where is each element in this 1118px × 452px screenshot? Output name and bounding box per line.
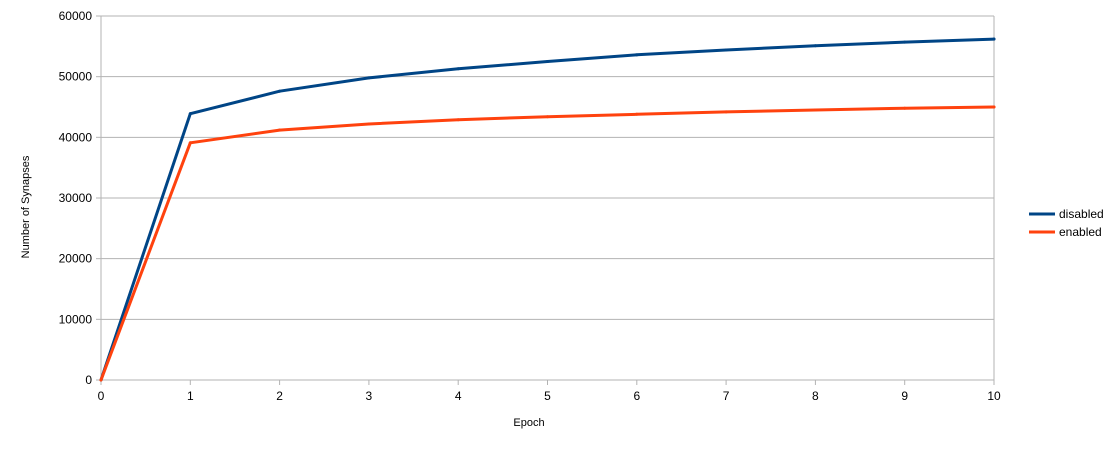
x-tick-label: 3 bbox=[366, 389, 373, 403]
x-tick-label: 6 bbox=[633, 389, 640, 403]
x-tick-label: 5 bbox=[544, 389, 551, 403]
data-point-enabled bbox=[992, 105, 996, 109]
x-tick-label: 8 bbox=[812, 389, 819, 403]
data-point-enabled bbox=[367, 122, 371, 126]
series-line-enabled bbox=[99, 105, 996, 382]
y-tick-label: 20000 bbox=[59, 252, 93, 266]
y-tick-label: 60000 bbox=[59, 9, 93, 23]
axes bbox=[96, 15, 995, 385]
x-tick-label: 1 bbox=[187, 389, 194, 403]
x-tick-label: 0 bbox=[98, 389, 105, 403]
data-point-disabled bbox=[546, 60, 549, 63]
y-tick-label: 10000 bbox=[59, 312, 93, 326]
legend-label-disabled: disabled bbox=[1059, 207, 1104, 221]
x-tick-label: 9 bbox=[901, 389, 908, 403]
data-point-disabled bbox=[367, 76, 371, 80]
grid-lines bbox=[101, 15, 994, 381]
data-point-enabled bbox=[813, 108, 817, 112]
x-tick-label: 7 bbox=[723, 389, 730, 403]
y-axis-title: Number of Synapses bbox=[20, 155, 32, 258]
x-tick-label: 2 bbox=[276, 389, 283, 403]
data-point-enabled bbox=[546, 115, 549, 119]
data-point-disabled bbox=[278, 89, 282, 93]
data-point-disabled bbox=[903, 40, 907, 44]
data-point-disabled bbox=[635, 53, 639, 57]
data-point-enabled bbox=[188, 141, 192, 145]
tick-labels: 0 10000 20000 30000 40000 50000 60000 0 1 2 3 4 5 6 7 8… bbox=[59, 9, 1001, 403]
data-point-enabled bbox=[903, 106, 907, 110]
data-point-enabled bbox=[99, 378, 103, 382]
data-point-enabled bbox=[456, 118, 460, 122]
data-point-enabled bbox=[278, 128, 282, 132]
y-tick-label: 30000 bbox=[59, 191, 93, 205]
y-tick-label: 0 bbox=[85, 373, 92, 387]
data-point-disabled bbox=[724, 48, 728, 52]
y-tick-label: 50000 bbox=[59, 70, 93, 84]
x-axis-title: Epoch bbox=[513, 417, 544, 429]
legend: disabled enabled bbox=[1029, 207, 1104, 239]
data-point-enabled bbox=[724, 110, 728, 114]
x-tick-label: 4 bbox=[455, 389, 462, 403]
series-line-disabled bbox=[99, 37, 996, 382]
data-point-disabled bbox=[188, 112, 192, 116]
series-lines bbox=[99, 37, 996, 382]
legend-label-enabled: enabled bbox=[1059, 225, 1102, 239]
x-tick-label: 10 bbox=[987, 389, 1001, 403]
data-point-disabled bbox=[813, 44, 817, 48]
y-tick-label: 40000 bbox=[59, 130, 93, 144]
data-point-disabled bbox=[992, 37, 996, 41]
data-point-disabled bbox=[456, 67, 460, 71]
data-point-enabled bbox=[635, 112, 639, 116]
